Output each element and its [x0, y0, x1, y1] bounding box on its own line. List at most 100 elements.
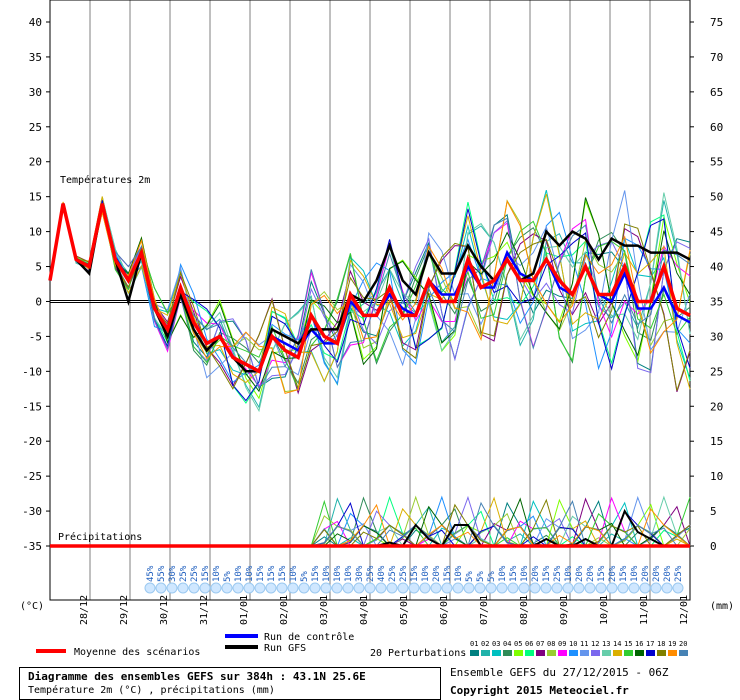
precip-prob-label: 10%	[454, 565, 464, 582]
precip-prob-label: 15%	[619, 565, 629, 582]
left-tick-label: 15	[29, 191, 42, 204]
precip-prob-dot	[232, 582, 244, 594]
mean-line	[48, 203, 691, 374]
precip-prob-dot	[320, 582, 332, 594]
precip-prob-label: 20%	[663, 565, 673, 582]
precip-prob-dot	[144, 582, 156, 594]
info-box: Diagramme des ensembles GEFS sur 384h : …	[19, 667, 441, 700]
precip-prob-dot	[166, 582, 178, 594]
x-label: 08/01	[519, 595, 530, 625]
left-tick-label: -25	[22, 470, 42, 483]
member-id: 19	[668, 640, 676, 648]
precip-prob-dot	[584, 582, 596, 594]
x-label: 01/01	[239, 595, 250, 625]
precip-prob-dot	[628, 582, 640, 594]
precip-prob-dot	[617, 582, 629, 594]
right-tick-label: 50	[710, 191, 723, 204]
precip-prob-label: 20%	[531, 565, 541, 582]
precip-prob-dot	[496, 582, 508, 594]
precip-prob-dot	[265, 582, 277, 594]
precip-series-label: Précipitations	[58, 531, 142, 543]
precip-prob-dot	[199, 582, 211, 594]
right-tick-label: 65	[710, 86, 723, 99]
chart-subtitle: Température 2m (°C) , précipitations (mm…	[28, 685, 275, 696]
precip-prob-label: 10%	[344, 565, 354, 582]
precip-prob-dot	[441, 582, 453, 594]
member-id: 17	[646, 640, 654, 648]
precip-prob-label: 10%	[245, 565, 255, 582]
left-tick-label: -10	[22, 365, 42, 378]
member-id: 18	[657, 640, 665, 648]
precip-prob-label: 20%	[641, 565, 651, 582]
member-swatch	[547, 650, 556, 656]
left-tick-label: 0	[35, 295, 42, 308]
member-id: 02	[481, 640, 489, 648]
perturbation-line	[49, 203, 691, 390]
right-axis-unit: (mm)	[710, 601, 734, 612]
precip-prob-label: 25%	[179, 565, 189, 582]
precip-prob-dot	[331, 582, 343, 594]
left-axis-ticks: 40 35 30 25 20 15 10 5 0 -5 -10 -15 -20 -25 -30 -35	[22, 16, 50, 553]
precip-prob-dot	[155, 582, 167, 594]
precip-prob-dot	[309, 582, 321, 594]
member-id: 04	[503, 640, 511, 648]
precip-prob-label: 10%	[333, 565, 343, 582]
right-tick-label: 40	[710, 261, 723, 274]
member-id: 16	[635, 640, 643, 648]
precip-prob-label: 25%	[674, 565, 684, 582]
precip-prob-label: 15%	[443, 565, 453, 582]
precip-prob-label: 10%	[564, 565, 574, 582]
legend-mean-label: Moyenne des scénarios	[74, 646, 200, 658]
precip-prob-dot	[485, 582, 497, 594]
x-label: 04/01	[359, 595, 370, 625]
precip-prob-dot	[529, 582, 541, 594]
right-tick-label: 20	[710, 400, 723, 413]
precip-prob-label: 15%	[542, 565, 552, 582]
left-tick-label: -15	[22, 400, 42, 413]
member-swatch	[591, 650, 600, 656]
precip-prob-label: 25%	[553, 565, 563, 582]
member-id: 11	[580, 640, 588, 648]
precip-prob-label: 10%	[322, 565, 332, 582]
main-run-lines	[48, 203, 691, 548]
right-tick-label: 75	[710, 16, 723, 29]
precip-prob-label: 25%	[399, 565, 409, 582]
precip-prob-dot	[287, 582, 299, 594]
right-tick-label: 35	[710, 295, 723, 308]
precip-prob-dot	[595, 582, 607, 594]
member-swatch	[569, 650, 578, 656]
member-id: 13	[602, 640, 610, 648]
precip-prob-dot	[177, 582, 189, 594]
member-id: 08	[547, 640, 555, 648]
member-id: 01	[470, 640, 478, 648]
member-id: 10	[569, 640, 577, 648]
precip-prob-label: 20%	[652, 565, 662, 582]
member-id: 06	[525, 640, 533, 648]
member-swatch	[668, 650, 677, 656]
member-swatch	[492, 650, 501, 656]
member-swatch	[657, 650, 666, 656]
member-id: 15	[624, 640, 632, 648]
precip-prob-label: 10%	[421, 565, 431, 582]
precip-prob-dot	[243, 582, 255, 594]
precip-prob-label: 15%	[410, 565, 420, 582]
right-tick-label: 45	[710, 226, 723, 239]
precip-prob-dot	[606, 582, 618, 594]
right-tick-label: 55	[710, 156, 723, 169]
precip-prob-dot	[639, 582, 651, 594]
precip-prob-dot	[397, 582, 409, 594]
left-axis-unit: (°C)	[20, 601, 44, 612]
right-tick-label: 30	[710, 330, 723, 343]
precip-prob-dot	[551, 582, 563, 594]
right-tick-label: 5	[710, 505, 717, 518]
x-label: 12/01	[679, 595, 690, 625]
precip-prob-label: 5%	[487, 571, 497, 582]
precip-prob-dot	[386, 582, 398, 594]
member-id: 12	[591, 640, 599, 648]
precip-prob-dot	[661, 582, 673, 594]
precip-prob-label: 30%	[355, 565, 365, 582]
precip-prob-label: 5%	[476, 571, 486, 582]
precip-prob-label: 20%	[586, 565, 596, 582]
